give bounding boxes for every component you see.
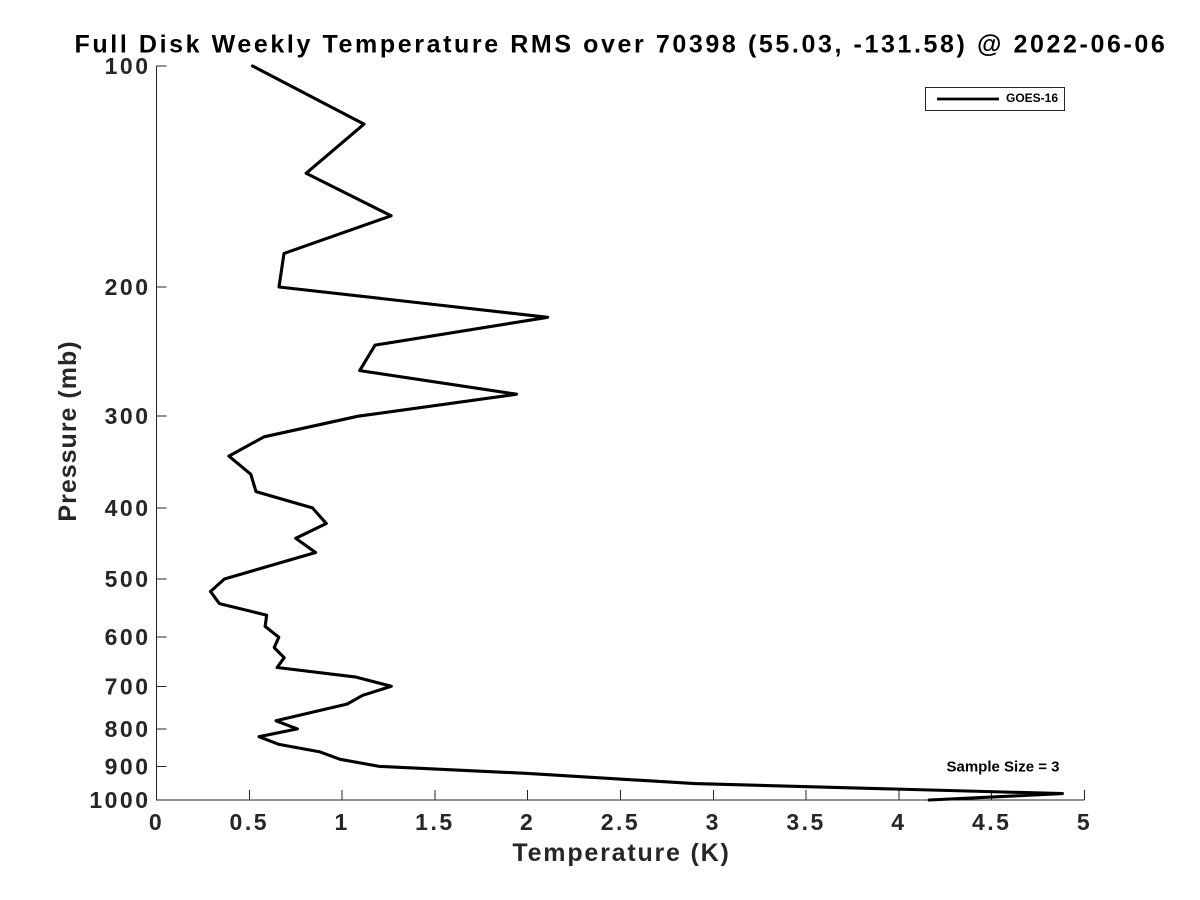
svg-text:4: 4 <box>891 809 906 835</box>
svg-text:500: 500 <box>105 566 151 592</box>
svg-text:0.5: 0.5 <box>230 809 269 835</box>
svg-text:Pressure (mb): Pressure (mb) <box>54 340 82 521</box>
svg-text:200: 200 <box>105 274 151 300</box>
svg-text:5: 5 <box>1077 809 1092 835</box>
svg-text:4.5: 4.5 <box>972 809 1011 835</box>
svg-text:3.5: 3.5 <box>786 809 825 835</box>
svg-text:700: 700 <box>105 673 151 699</box>
svg-text:Temperature (K): Temperature (K) <box>512 839 730 867</box>
svg-text:100: 100 <box>105 53 151 79</box>
svg-text:2.5: 2.5 <box>601 809 640 835</box>
svg-text:0: 0 <box>149 809 164 835</box>
svg-text:800: 800 <box>105 716 151 742</box>
svg-text:600: 600 <box>105 624 151 650</box>
svg-text:400: 400 <box>105 495 151 521</box>
svg-text:1.5: 1.5 <box>415 809 454 835</box>
svg-text:GOES-16: GOES-16 <box>1006 91 1058 105</box>
svg-text:Full Disk Weekly Temperature R: Full Disk Weekly Temperature RMS over 70… <box>75 31 1168 59</box>
svg-text:1: 1 <box>334 809 349 835</box>
svg-text:Sample Size = 3: Sample Size = 3 <box>947 758 1060 775</box>
svg-text:2: 2 <box>520 809 535 835</box>
svg-text:300: 300 <box>105 403 151 429</box>
svg-text:3: 3 <box>706 809 721 835</box>
svg-text:900: 900 <box>105 753 151 779</box>
svg-text:1000: 1000 <box>89 787 150 813</box>
